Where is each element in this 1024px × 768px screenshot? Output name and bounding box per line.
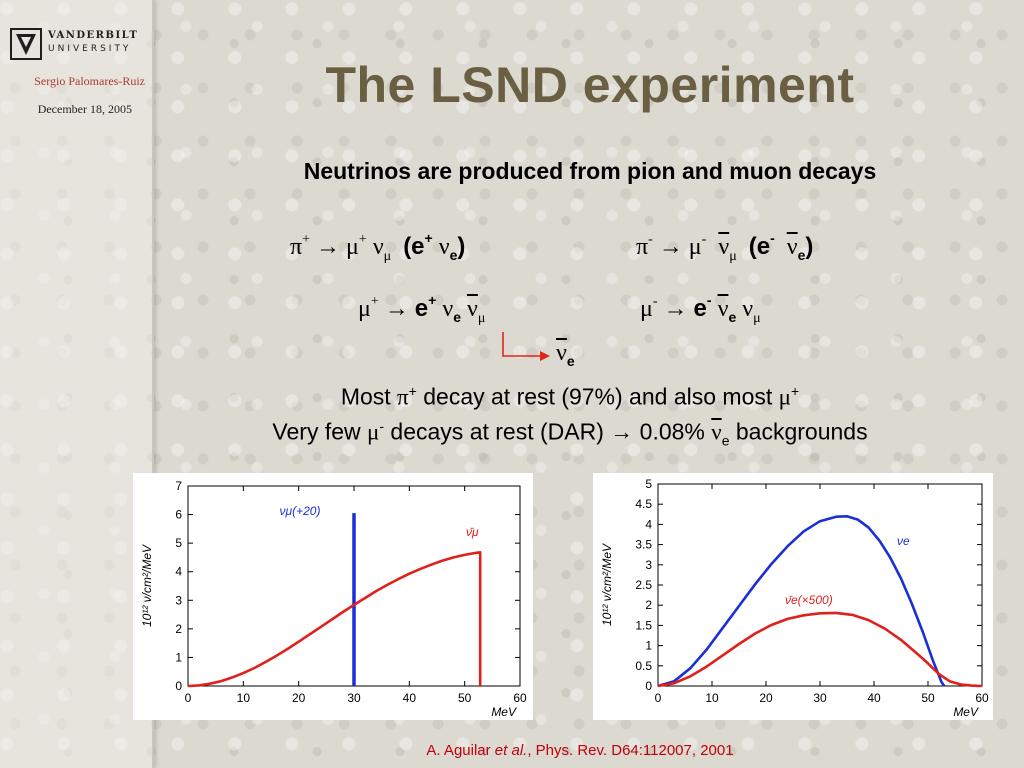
university-logo: VANDERBILT UNIVERSITY [10, 28, 145, 62]
y-tick-label: 1 [175, 650, 182, 664]
y-tick-label: 0 [645, 679, 652, 693]
x-tick-label: 50 [921, 691, 935, 705]
reference-citation: A. Aguilar et al., Phys. Rev. D64:112007… [426, 742, 734, 759]
x-tick-label: 30 [813, 691, 827, 705]
y-tick-label: 2 [175, 622, 182, 636]
x-tick-label: 0 [655, 691, 662, 705]
y-tick-label: 4.5 [635, 497, 652, 511]
series-line-1 [657, 514, 946, 688]
x-axis-label: MeV [491, 705, 517, 719]
y-tick-label: 7 [175, 479, 182, 493]
presentation-date: December 18, 2005 [37, 102, 132, 116]
oscillation-arrow-icon [502, 332, 550, 361]
y-tick-label: 4 [645, 517, 652, 531]
series-line-2 [187, 551, 482, 688]
series-label-1: νe [897, 534, 910, 548]
sidebar: VANDERBILT UNIVERSITY Sergio Palomares-R… [0, 0, 154, 768]
author-name: Sergio Palomares-Ruiz [34, 74, 145, 88]
logo-line1: VANDERBILT [48, 30, 139, 41]
series-label-2: ν̄e(×500) [785, 593, 833, 607]
y-tick-label: 6 [175, 508, 182, 522]
chart-panel-left: 0 10 20 30 40 50 60 0 1 2 3 4 5 6 7 MeV 10¹² ν/cm²/MeV νμ… [133, 473, 533, 720]
series-line-2 [657, 611, 983, 688]
note-line2: Very few μ- decays at rest (DAR) → 0.08%… [272, 418, 868, 449]
x-tick-label: 20 [759, 691, 773, 705]
series-label-1: νμ(+20) [280, 504, 321, 518]
y-tick-label: 5 [175, 536, 182, 550]
x-tick-label: 40 [867, 691, 881, 705]
x-tick-label: 60 [513, 691, 527, 705]
mu-minus-decay: μ- → e- νe νμ [640, 292, 761, 326]
flux-chart-left: 0 10 20 30 40 50 60 0 1 2 3 4 5 6 7 MeV 10¹² ν/cm²/MeV νμ… [140, 479, 527, 719]
y-tick-label: 2 [645, 598, 652, 612]
x-axis-label: MeV [953, 705, 979, 719]
series-label-2: ν̄μ [466, 525, 479, 539]
pi-plus-decay: π+ → μ+ νμ (e+ νe) [290, 230, 466, 264]
x-tick-label: 10 [705, 691, 719, 705]
x-tick-label: 0 [185, 691, 192, 705]
x-tick-label: 40 [403, 691, 417, 705]
flux-chart-right: 0 10 20 30 40 50 60 0 0.5 1 1.5 2 2.5 3 3.5 4 4.5 5 MeV 10¹… [600, 477, 989, 719]
chart-panel-right: 0 10 20 30 40 50 60 0 0.5 1 1.5 2 2.5 3 3.5 4 4.5 5 MeV 10¹… [593, 473, 993, 720]
y-tick-label: 2.5 [635, 578, 652, 592]
pi-minus-decay: π- → μ- νμ (e- νe) [636, 230, 814, 264]
x-tick-label: 10 [237, 691, 251, 705]
y-tick-label: 0.5 [635, 659, 652, 673]
logo-line2: UNIVERSITY [48, 44, 132, 54]
slide-subtitle: Neutrinos are produced from pion and muo… [303, 158, 877, 184]
y-axis-label: 10¹² ν/cm²/MeV [600, 543, 614, 626]
y-tick-label: 1 [645, 639, 652, 653]
note-line1: Most π+ decay at rest (97%) and also mos… [340, 383, 800, 410]
y-tick-label: 3 [645, 558, 652, 572]
y-tick-label: 4 [175, 565, 182, 579]
vanderbilt-shield-icon [10, 28, 42, 60]
x-tick-label: 30 [347, 691, 361, 705]
oscillated-nu-e: νe [556, 340, 575, 369]
mu-plus-decay: μ+ → e+ νe νμ [358, 292, 486, 326]
y-tick-label: 0 [175, 679, 182, 693]
y-tick-label: 5 [645, 477, 652, 491]
x-tick-label: 60 [975, 691, 989, 705]
y-tick-label: 1.5 [635, 618, 652, 632]
y-axis-label: 10¹² ν/cm²/MeV [140, 544, 154, 627]
y-tick-label: 3 [175, 593, 182, 607]
plot-frame [657, 483, 983, 687]
x-tick-label: 20 [292, 691, 306, 705]
x-tick-label: 50 [458, 691, 472, 705]
slide-title: The LSND experiment [325, 57, 855, 113]
y-tick-label: 3.5 [635, 538, 652, 552]
